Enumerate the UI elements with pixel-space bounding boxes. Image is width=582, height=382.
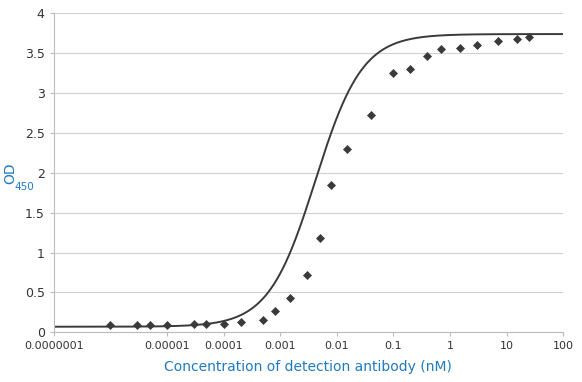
Text: OD: OD: [3, 162, 17, 184]
X-axis label: Concentration of detection antibody (nM): Concentration of detection antibody (nM): [165, 360, 452, 374]
Text: 450: 450: [14, 182, 34, 192]
